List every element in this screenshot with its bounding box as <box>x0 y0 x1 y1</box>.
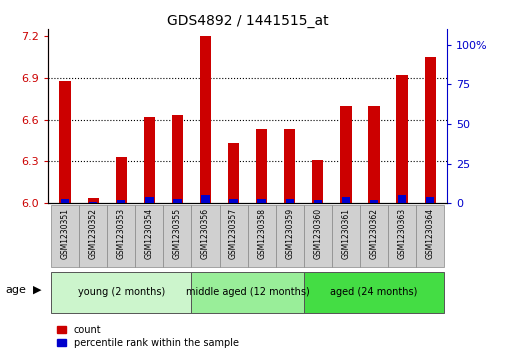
Bar <box>61 199 69 203</box>
Bar <box>144 117 155 203</box>
Text: GSM1230354: GSM1230354 <box>145 208 154 259</box>
Text: GSM1230353: GSM1230353 <box>117 208 126 259</box>
Text: GSM1230364: GSM1230364 <box>426 208 435 259</box>
Bar <box>201 195 210 203</box>
Text: GSM1230356: GSM1230356 <box>201 208 210 259</box>
Text: GSM1230360: GSM1230360 <box>313 208 323 259</box>
Bar <box>51 272 192 313</box>
Text: age: age <box>5 285 26 295</box>
Bar <box>89 202 98 203</box>
Text: GSM1230358: GSM1230358 <box>257 208 266 259</box>
Text: middle aged (12 months): middle aged (12 months) <box>186 287 309 297</box>
Text: GSM1230361: GSM1230361 <box>341 208 351 259</box>
Bar <box>192 272 304 313</box>
Text: aged (24 months): aged (24 months) <box>330 287 418 297</box>
Text: GSM1230357: GSM1230357 <box>229 208 238 259</box>
Bar <box>200 36 211 203</box>
Bar <box>360 205 388 267</box>
Bar <box>304 205 332 267</box>
Text: GSM1230352: GSM1230352 <box>89 208 98 259</box>
Bar <box>398 195 406 203</box>
Bar <box>340 106 352 203</box>
Bar <box>228 143 239 203</box>
Bar <box>312 160 324 203</box>
Title: GDS4892 / 1441515_at: GDS4892 / 1441515_at <box>167 14 329 28</box>
Bar <box>248 205 276 267</box>
Bar <box>59 81 71 203</box>
Bar <box>51 205 79 267</box>
Text: young (2 months): young (2 months) <box>78 287 165 297</box>
Bar <box>87 198 99 203</box>
Text: GSM1230355: GSM1230355 <box>173 208 182 259</box>
Bar <box>304 272 444 313</box>
Bar <box>342 197 350 203</box>
Bar <box>135 205 164 267</box>
Text: ▶: ▶ <box>33 285 42 295</box>
Bar <box>164 205 192 267</box>
Legend: count, percentile rank within the sample: count, percentile rank within the sample <box>53 321 242 351</box>
Bar <box>285 199 294 203</box>
Bar <box>284 129 295 203</box>
Bar <box>172 115 183 203</box>
Bar <box>313 200 322 203</box>
Text: GSM1230362: GSM1230362 <box>369 208 378 259</box>
Bar <box>416 205 444 267</box>
Bar <box>117 200 125 203</box>
Bar <box>145 197 153 203</box>
Bar <box>256 129 267 203</box>
Bar <box>370 200 378 203</box>
Text: GSM1230351: GSM1230351 <box>60 208 70 259</box>
Bar <box>332 205 360 267</box>
Bar <box>426 197 434 203</box>
Bar <box>276 205 304 267</box>
Bar <box>116 157 127 203</box>
Bar <box>107 205 135 267</box>
Bar <box>79 205 107 267</box>
Bar <box>230 199 238 203</box>
Bar <box>425 57 436 203</box>
Text: GSM1230359: GSM1230359 <box>285 208 294 259</box>
Bar <box>173 199 182 203</box>
Bar <box>368 106 379 203</box>
Bar <box>396 75 408 203</box>
Bar <box>258 199 266 203</box>
Text: GSM1230363: GSM1230363 <box>398 208 406 259</box>
Bar <box>192 205 219 267</box>
Bar <box>219 205 248 267</box>
Bar <box>388 205 416 267</box>
